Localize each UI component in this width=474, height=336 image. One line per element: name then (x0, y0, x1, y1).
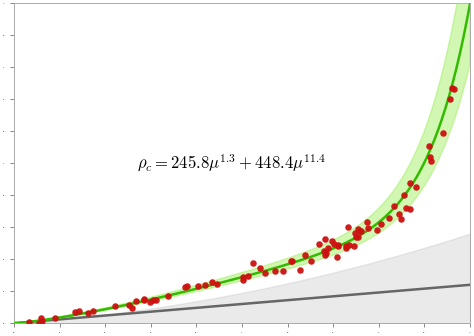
Point (146, 300, 154, 305)
Point (450, 86, 458, 91)
Point (140, 297, 148, 303)
Point (374, 227, 381, 232)
Point (89, 308, 97, 314)
Point (288, 258, 295, 263)
Point (301, 253, 309, 258)
Point (354, 235, 361, 240)
Point (183, 283, 191, 288)
Point (333, 254, 340, 259)
Point (38, 318, 46, 323)
Point (439, 130, 447, 136)
Point (140, 296, 148, 301)
Point (398, 217, 405, 222)
Point (36, 320, 43, 325)
Point (356, 228, 364, 234)
Point (125, 302, 133, 307)
Point (412, 184, 419, 190)
Point (428, 159, 435, 164)
Text: $\rho_c = 245.8\mu^{1.3} + 448.4\mu^{11.4}$: $\rho_c = 245.8\mu^{1.3} + 448.4\mu^{11.… (137, 153, 326, 174)
Point (320, 248, 328, 254)
Point (149, 297, 157, 302)
Point (261, 270, 269, 276)
Point (37, 315, 45, 321)
Point (152, 297, 160, 303)
Point (355, 226, 362, 232)
Point (181, 285, 189, 290)
Point (52, 315, 59, 321)
Point (447, 96, 454, 101)
Point (448, 86, 456, 91)
Point (328, 238, 336, 243)
Point (239, 278, 247, 283)
Point (325, 245, 332, 251)
Point (377, 221, 385, 227)
Point (272, 268, 279, 274)
Point (395, 211, 402, 217)
Point (201, 282, 209, 287)
Point (334, 244, 342, 249)
Point (407, 180, 414, 185)
Point (208, 280, 216, 285)
Point (296, 267, 304, 272)
Point (132, 298, 140, 304)
Point (425, 143, 433, 149)
Point (256, 265, 264, 270)
Point (351, 230, 359, 235)
Point (364, 225, 372, 230)
Point (344, 224, 352, 230)
Point (334, 243, 341, 248)
Point (128, 305, 136, 311)
Point (350, 244, 357, 249)
Point (315, 241, 323, 246)
Point (342, 245, 350, 251)
Point (406, 207, 414, 212)
Point (164, 294, 172, 299)
Point (26, 320, 33, 325)
Point (239, 275, 246, 280)
Point (345, 242, 352, 248)
Point (111, 303, 119, 308)
Point (364, 219, 371, 224)
Point (402, 206, 410, 211)
Point (400, 193, 408, 198)
Point (330, 241, 338, 246)
Point (287, 258, 294, 264)
Point (342, 244, 350, 249)
Point (245, 273, 252, 279)
Point (279, 268, 287, 274)
Point (322, 252, 329, 258)
Point (194, 283, 202, 289)
Point (71, 310, 79, 315)
Point (249, 260, 256, 265)
Point (323, 251, 330, 256)
Point (75, 309, 82, 314)
Point (307, 258, 315, 263)
Point (385, 216, 393, 221)
Point (214, 281, 221, 286)
Point (390, 203, 398, 209)
Point (84, 310, 92, 316)
Point (352, 234, 359, 239)
Point (426, 154, 434, 160)
Point (322, 236, 329, 241)
Point (357, 228, 365, 234)
